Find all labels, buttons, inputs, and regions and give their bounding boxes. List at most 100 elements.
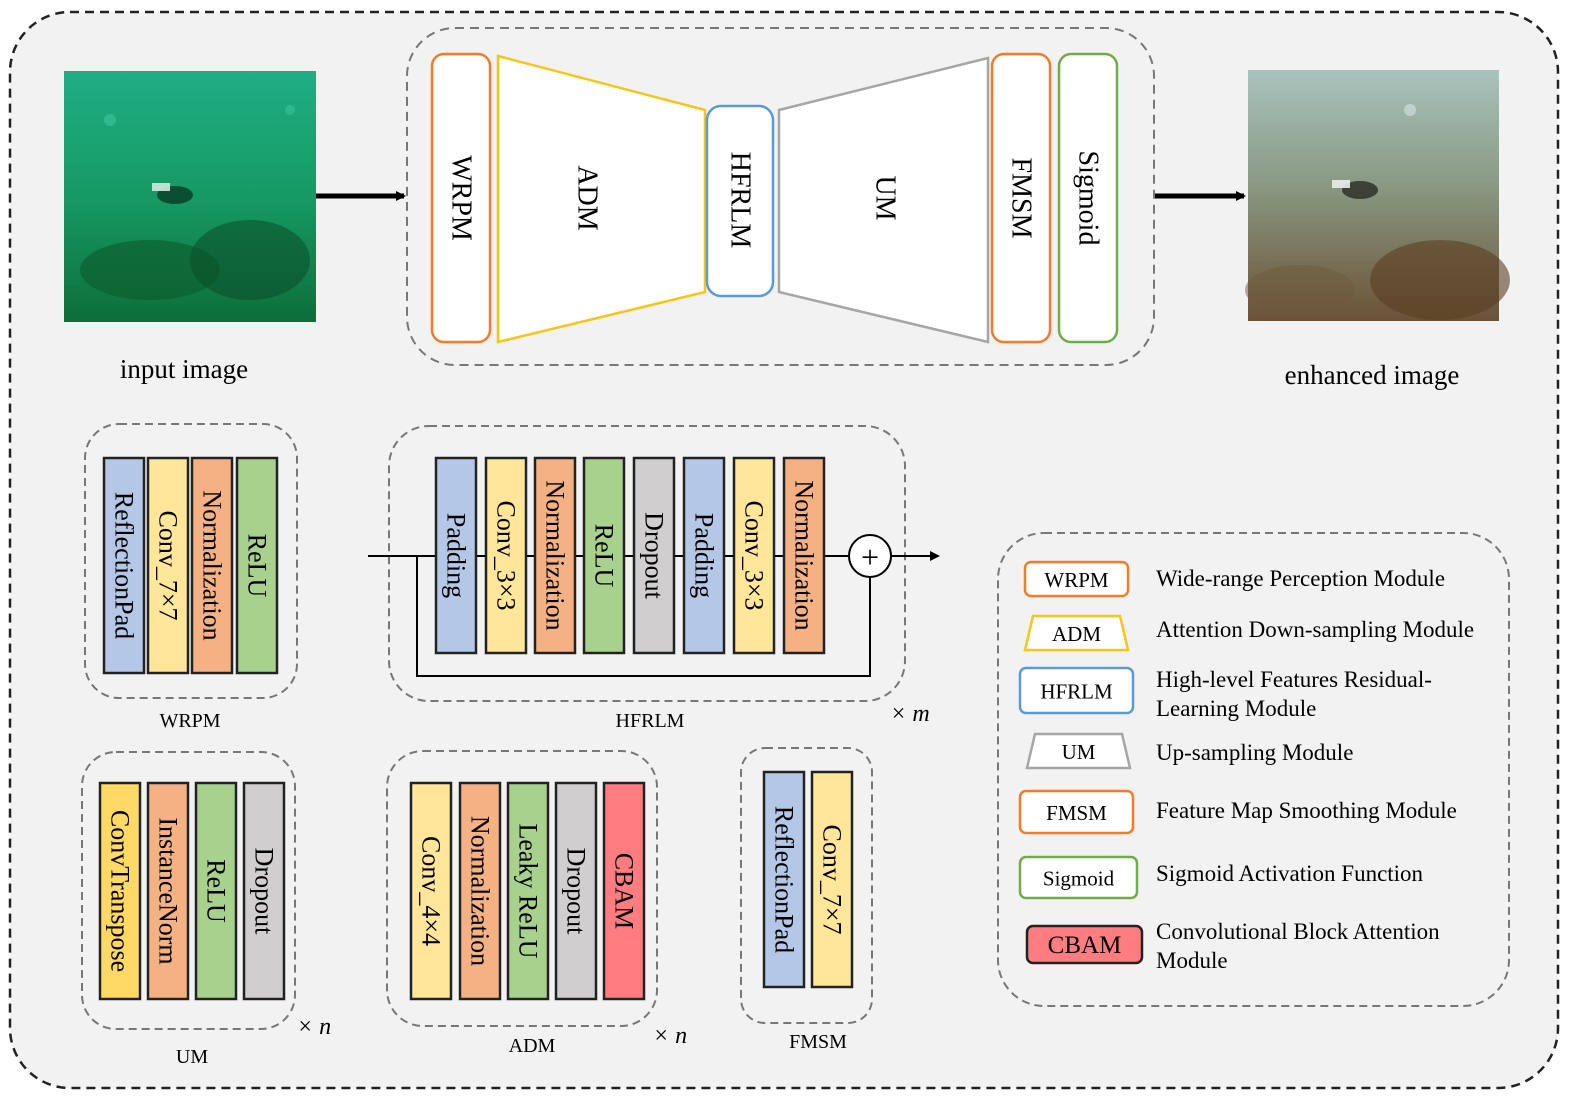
um-detail-container xyxy=(81,751,296,1030)
pipeline-fmsm-label: FMSM xyxy=(1006,158,1037,239)
um-layer-block xyxy=(242,781,286,1001)
hfrlm-layer-label: ReLU xyxy=(590,524,619,588)
adm-layer-block xyxy=(602,781,646,1001)
wrpm-detail-container xyxy=(84,423,298,699)
hfrlm-layer-block xyxy=(434,456,478,655)
legend-tag: ADM xyxy=(1052,622,1101,646)
pipeline-adm-block xyxy=(496,54,707,344)
adm-layer-label: Conv_4×4 xyxy=(417,836,446,946)
pipeline-um-block xyxy=(777,56,990,344)
adm-layer-block xyxy=(506,781,550,1001)
legend-swatch xyxy=(1018,789,1135,835)
legend-swatch xyxy=(1025,732,1132,770)
fmsm-layer-label: ReflectionPad xyxy=(770,806,799,953)
adm-detail-container xyxy=(386,750,658,1027)
hfrlm-layer-block xyxy=(732,456,776,655)
pipeline-container xyxy=(406,27,1155,366)
adm-layer-block xyxy=(554,781,598,1001)
legend-container xyxy=(997,532,1510,1007)
hfrlm-layer-block xyxy=(682,456,726,655)
wrpm-layer-block xyxy=(190,456,234,675)
pipeline-um-label: UM xyxy=(870,175,901,220)
adm-layer-label: Normalization xyxy=(466,816,495,966)
adm-layer-block xyxy=(458,781,502,1001)
hfrlm-layer-block xyxy=(484,456,528,655)
legend-swatch xyxy=(1018,855,1139,900)
adm-layer-label: Leaky ReLU xyxy=(514,823,543,958)
legend-swatch xyxy=(1023,560,1130,598)
wrpm-detail-caption: WRPM xyxy=(159,710,220,732)
wrpm-layer-block xyxy=(146,456,190,675)
pipeline-adm-label: ADM xyxy=(572,165,603,230)
hfrlm-skip-connection xyxy=(416,556,871,677)
um-detail-caption: UM xyxy=(176,1046,208,1068)
fmsm-detail-container xyxy=(740,747,873,1024)
fmsm-detail-caption: FMSM xyxy=(789,1031,847,1053)
legend-tag: Sigmoid xyxy=(1043,867,1115,891)
adm-detail-caption: ADM xyxy=(509,1035,556,1057)
hfrlm-layer-stack: Padding Conv_3×3 Normalization ReLU Dropout P… xyxy=(434,456,826,655)
adm-repeat-label: × n xyxy=(653,1023,687,1049)
legend-swatch xyxy=(1025,924,1144,965)
adm-layer-label: Dropout xyxy=(562,848,591,935)
hfrlm-layer-block xyxy=(632,456,676,655)
pipeline-wrpm-label: WRPM xyxy=(446,155,477,241)
output-caption: enhanced image xyxy=(1285,360,1460,390)
hfrlm-layer-label: Normalization xyxy=(790,480,819,630)
hfrlm-layer-block xyxy=(782,456,826,655)
hfrlm-repeat-label: × m xyxy=(890,701,930,727)
um-layer-label: ConvTranspose xyxy=(106,810,135,972)
wrpm-layer-label: Conv_7×7 xyxy=(154,510,183,620)
legend-description: Learning Module xyxy=(1156,696,1316,721)
legend-tag: HFRLM xyxy=(1040,680,1113,704)
hfrlm-layer-label: Dropout xyxy=(640,512,669,599)
um-layer-label: Dropout xyxy=(250,848,279,935)
legend-tag: FMSM xyxy=(1046,801,1107,825)
fmsm-layer-label: Conv_7×7 xyxy=(818,824,847,934)
hfrlm-layer-label: Padding xyxy=(442,513,471,598)
legend-description: Up-sampling Module xyxy=(1156,740,1353,765)
legend-description: High-level Features Residual- xyxy=(1156,667,1432,692)
legend-description: Feature Map Smoothing Module xyxy=(1156,798,1457,823)
legend-description: Convolutional Block Attention xyxy=(1156,919,1440,944)
legend-description: Attention Down-sampling Module xyxy=(1156,617,1474,642)
pipeline-sigmoid-block xyxy=(1057,52,1119,344)
um-layer-stack: ConvTranspose InstanceNorm ReLU Dropout xyxy=(98,781,286,1001)
legend-description: Module xyxy=(1156,948,1228,973)
pipeline-wrpm-block xyxy=(430,52,492,344)
um-layer-label: InstanceNorm xyxy=(154,817,183,964)
wrpm-layer-block xyxy=(102,456,146,675)
wrpm-layer-label: ReLU xyxy=(243,534,272,598)
input-caption: input image xyxy=(120,354,248,384)
hfrlm-layer-label: Normalization xyxy=(541,480,570,630)
um-repeat-label: × n xyxy=(297,1014,331,1040)
hfrlm-layer-block xyxy=(533,456,577,655)
legend-swatch xyxy=(1023,614,1130,652)
wrpm-layer-block xyxy=(235,456,279,675)
enhanced-image xyxy=(1245,70,1510,321)
fmsm-layer-block xyxy=(810,770,854,989)
input-image xyxy=(64,71,316,322)
hfrlm-detail-container xyxy=(388,425,906,702)
legend: WRPM Wide-range Perception Module ADM Atten… xyxy=(1018,560,1474,973)
um-layer-block xyxy=(98,781,142,1001)
legend-tag: CBAM xyxy=(1048,932,1122,959)
legend-description: Sigmoid Activation Function xyxy=(1156,861,1424,886)
adm-layer-label: CBAM xyxy=(610,853,639,930)
legend-tag: UM xyxy=(1062,740,1096,764)
wrpm-layer-label: ReflectionPad xyxy=(110,492,139,639)
hfrlm-sum-symbol: + xyxy=(861,539,879,575)
um-layer-label: ReLU xyxy=(202,859,231,923)
hfrlm-layer-label: Conv_3×3 xyxy=(740,500,769,610)
um-layer-block xyxy=(194,781,238,1001)
pipeline-hfrlm-block xyxy=(705,104,775,298)
wrpm-layer-stack: ReflectionPad Conv_7×7 Normalization ReLU xyxy=(102,456,279,675)
fmsm-layer-block xyxy=(762,770,806,989)
adm-layer-stack: Conv_4×4 Normalization Leaky ReLU Dropout CB… xyxy=(409,781,646,1001)
pipeline-fmsm-block xyxy=(990,52,1052,344)
hfrlm-layer-block xyxy=(582,456,626,655)
hfrlm-layer-label: Padding xyxy=(690,513,719,598)
adm-layer-block xyxy=(409,781,453,1001)
pipeline-hfrlm-label: HFRLM xyxy=(725,152,756,249)
